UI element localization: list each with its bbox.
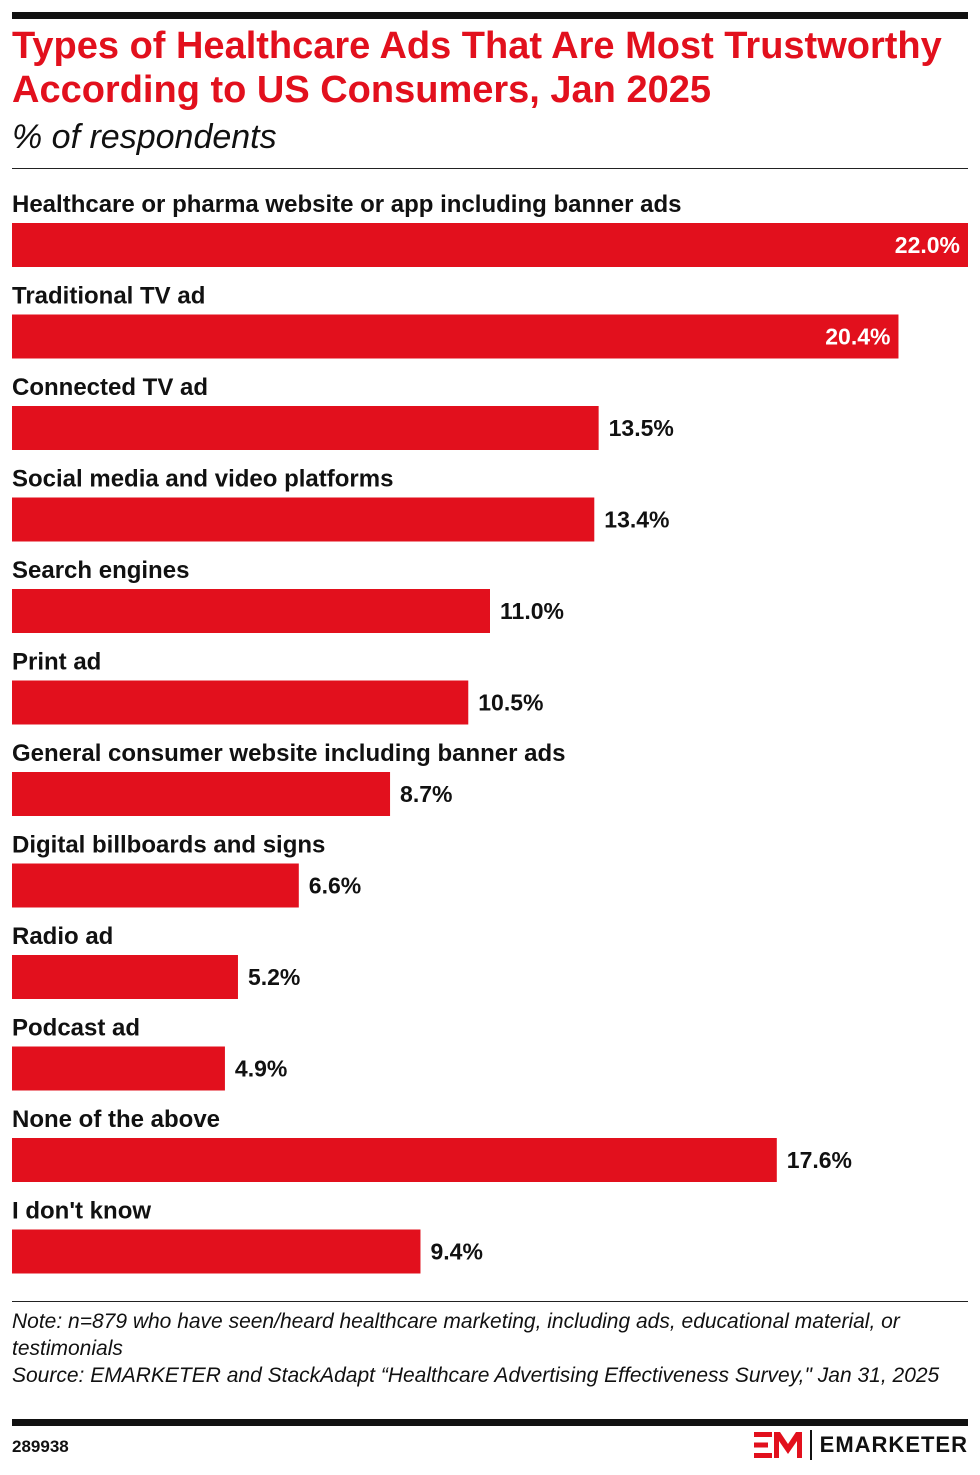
bar-group: None of the above 17.6% xyxy=(12,1106,852,1182)
category-label: Radio ad xyxy=(12,923,113,950)
value-label: 4.9% xyxy=(235,1056,287,1082)
category-label: Traditional TV ad xyxy=(12,283,205,310)
bar xyxy=(12,223,968,267)
value-label: 10.5% xyxy=(478,690,543,716)
bar-group: Print ad 10.5% xyxy=(12,649,543,725)
bar xyxy=(12,863,299,908)
bottom-rule xyxy=(12,1419,968,1426)
category-label: None of the above xyxy=(12,1106,220,1133)
value-label: 11.0% xyxy=(500,598,564,624)
bar xyxy=(12,1229,421,1274)
bar-group: Connected TV ad 13.5% xyxy=(12,374,674,450)
value-label: 13.4% xyxy=(604,507,669,533)
bar-group: Healthcare or pharma website or app incl… xyxy=(12,191,968,267)
chart-id: 289938 xyxy=(12,1437,69,1456)
note-text: Note: n=879 who have seen/heard healthca… xyxy=(12,1310,900,1360)
top-rule xyxy=(12,12,968,19)
chart-subtitle: % of respondents xyxy=(12,118,277,156)
category-label: Print ad xyxy=(12,649,101,676)
bar-chart: Healthcare or pharma website or app incl… xyxy=(12,191,968,1274)
value-label: 20.4% xyxy=(825,324,890,350)
value-label: 5.2% xyxy=(248,964,300,990)
brand-logo: EM EMARKETER xyxy=(753,1430,968,1460)
bar xyxy=(12,1046,225,1091)
source-text: Source: EMARKETER and StackAdapt “Health… xyxy=(12,1364,940,1387)
bar xyxy=(12,680,469,725)
chart-notes: Note: n=879 who have seen/heard healthca… xyxy=(12,1308,962,1389)
bar-group: I don't know 9.4% xyxy=(12,1198,483,1274)
bar-group: Traditional TV ad 20.4% xyxy=(12,283,899,359)
category-label: Digital billboards and signs xyxy=(12,832,325,859)
category-label: Healthcare or pharma website or app incl… xyxy=(12,191,682,218)
category-label: Search engines xyxy=(12,557,189,584)
value-label: 6.6% xyxy=(309,873,361,899)
category-label: Social media and video platforms xyxy=(12,466,393,493)
bar xyxy=(12,1138,777,1182)
bar-group: Radio ad 5.2% xyxy=(12,923,300,999)
bar-group: Social media and video platforms 13.4% xyxy=(12,466,670,542)
bar xyxy=(12,314,899,359)
brand-name: EMARKETER xyxy=(819,1432,968,1457)
bar-group: General consumer website including banne… xyxy=(12,740,565,816)
bar-group: Search engines 11.0% xyxy=(12,557,564,633)
brand-separator xyxy=(809,1430,812,1460)
category-label: Connected TV ad xyxy=(12,374,208,401)
em-logo-icon: EM xyxy=(753,1432,802,1458)
bar xyxy=(12,772,391,816)
bar xyxy=(12,497,595,542)
value-label: 22.0% xyxy=(895,232,960,258)
header-rule xyxy=(12,168,968,169)
value-label: 9.4% xyxy=(430,1239,482,1265)
bar-group: Podcast ad 4.9% xyxy=(12,1015,287,1091)
value-label: 17.6% xyxy=(787,1147,852,1173)
value-label: 13.5% xyxy=(609,415,674,441)
bar xyxy=(12,406,599,450)
footer-rule xyxy=(12,1301,968,1302)
category-label: General consumer website including banne… xyxy=(12,740,565,767)
bar-group: Digital billboards and signs 6.6% xyxy=(12,832,361,908)
category-label: Podcast ad xyxy=(12,1015,140,1042)
chart-title: Types of Healthcare Ads That Are Most Tr… xyxy=(12,25,942,111)
value-label: 8.7% xyxy=(400,781,452,807)
bar xyxy=(12,589,490,633)
bar xyxy=(12,955,238,999)
category-label: I don't know xyxy=(12,1198,151,1225)
